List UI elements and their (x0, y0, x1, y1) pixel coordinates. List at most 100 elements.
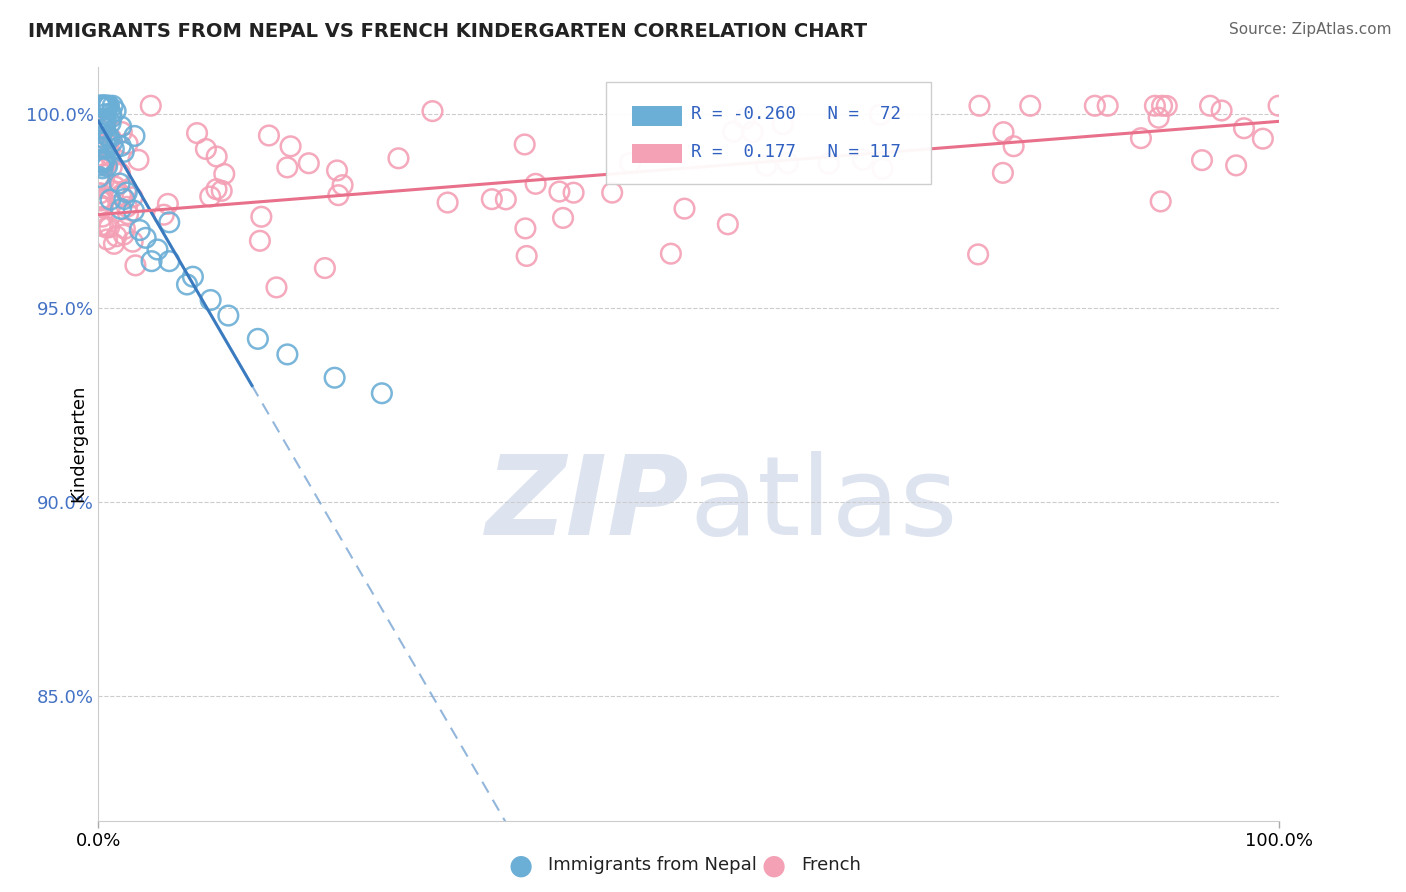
Point (91, 120, 114, 134)
Point (87, 157, 110, 171)
Point (772, 117, 794, 131)
Point (91, 101, 114, 115)
Point (114, 221, 136, 235)
Point (110, 120, 132, 134)
Text: IMMIGRANTS FROM NEPAL VS FRENCH KINDERGARTEN CORRELATION CHART: IMMIGRANTS FROM NEPAL VS FRENCH KINDERGA… (28, 22, 868, 41)
Text: atlas: atlas (689, 450, 957, 558)
FancyBboxPatch shape (633, 144, 682, 163)
Point (121, 190, 143, 204)
Point (110, 202, 132, 216)
Point (1251, 131, 1274, 145)
Point (89, 169, 111, 184)
Point (673, 202, 696, 216)
Point (104, 103, 127, 118)
Point (112, 192, 135, 206)
Point (97, 128, 120, 143)
Point (991, 166, 1014, 180)
Point (1084, 99, 1107, 113)
Point (115, 186, 138, 200)
Point (100, 106, 122, 120)
Point (211, 184, 233, 198)
Point (969, 99, 991, 113)
Point (128, 223, 150, 237)
Point (481, 192, 503, 206)
Point (94, 99, 117, 113)
Point (90, 136, 112, 151)
Text: ●: ● (761, 851, 786, 880)
Point (93, 154, 115, 169)
Point (90, 99, 112, 113)
Point (741, 125, 763, 139)
Point (250, 210, 273, 224)
Point (1191, 153, 1213, 168)
Point (112, 145, 135, 159)
Point (600, 186, 623, 200)
Point (122, 203, 145, 218)
Point (1019, 99, 1042, 113)
Point (513, 137, 536, 152)
Point (548, 185, 571, 199)
Point (108, 177, 131, 191)
Point (257, 128, 280, 143)
Point (105, 229, 128, 244)
Point (94, 99, 117, 113)
Point (100, 116, 122, 130)
Point (110, 139, 132, 153)
Point (387, 151, 409, 165)
FancyBboxPatch shape (606, 82, 931, 184)
Point (93, 121, 115, 136)
Point (817, 156, 839, 170)
Point (94, 121, 117, 136)
Point (1097, 99, 1119, 113)
Point (93, 116, 115, 130)
Point (495, 193, 517, 207)
Point (93, 153, 115, 167)
Point (1147, 111, 1170, 125)
Point (90, 159, 112, 173)
Point (1225, 158, 1247, 172)
Point (139, 99, 162, 113)
Point (717, 217, 740, 231)
Point (91, 161, 114, 176)
Point (1150, 194, 1173, 209)
Point (157, 254, 180, 268)
Point (1002, 139, 1025, 153)
Point (516, 249, 538, 263)
Point (108, 165, 131, 179)
Point (101, 99, 124, 113)
Point (967, 247, 990, 261)
Point (91, 201, 114, 215)
Point (249, 234, 271, 248)
Point (96, 99, 118, 113)
Point (90, 219, 112, 233)
Point (200, 189, 222, 203)
Point (108, 167, 131, 181)
Point (111, 125, 134, 139)
Point (112, 227, 135, 242)
Point (869, 108, 891, 122)
Point (200, 293, 222, 307)
Point (332, 178, 354, 193)
Point (90, 134, 112, 148)
Point (276, 161, 298, 175)
Point (121, 235, 143, 249)
Point (110, 187, 132, 202)
FancyBboxPatch shape (633, 106, 682, 126)
Point (97, 99, 120, 113)
Point (124, 128, 146, 143)
Point (93, 113, 115, 128)
Point (101, 135, 124, 149)
Point (90, 177, 112, 191)
Point (93, 156, 115, 170)
Point (217, 309, 239, 323)
Point (94, 156, 117, 170)
Point (153, 208, 176, 222)
Point (117, 136, 139, 151)
Point (87, 143, 110, 157)
Text: R = -0.260   N =  72: R = -0.260 N = 72 (692, 105, 901, 123)
Point (1199, 99, 1222, 113)
Point (98, 130, 121, 145)
Point (91, 99, 114, 113)
Point (89, 99, 111, 113)
Point (87, 157, 110, 171)
